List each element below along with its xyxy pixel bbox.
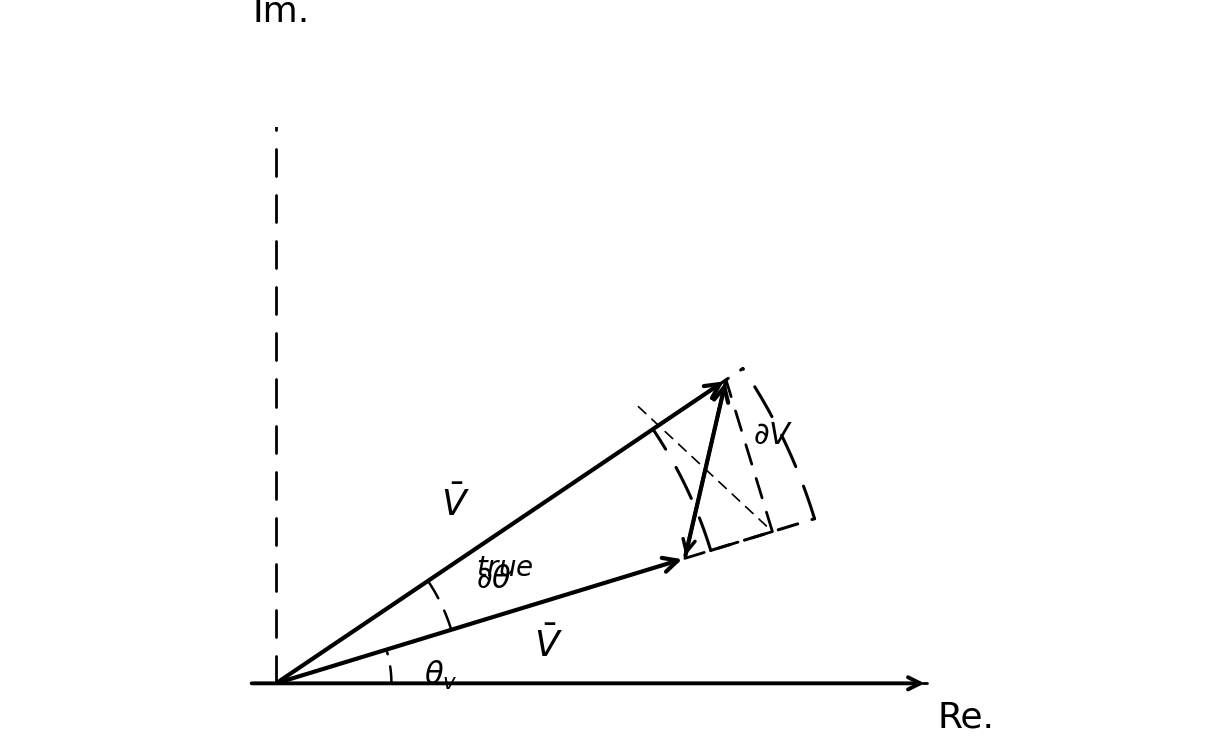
Text: $\partial\theta$: $\partial\theta$ xyxy=(476,565,511,594)
Text: $\bar{V}$: $\bar{V}$ xyxy=(534,627,562,664)
Text: $\mathit{true}$: $\mathit{true}$ xyxy=(476,554,534,582)
Text: $\bar{V}$: $\bar{V}$ xyxy=(441,486,470,523)
Text: Re.: Re. xyxy=(937,701,994,735)
Text: $\partial V$: $\partial V$ xyxy=(753,420,793,450)
Text: Im.: Im. xyxy=(252,0,309,29)
Text: $\theta_v$: $\theta_v$ xyxy=(424,659,458,692)
